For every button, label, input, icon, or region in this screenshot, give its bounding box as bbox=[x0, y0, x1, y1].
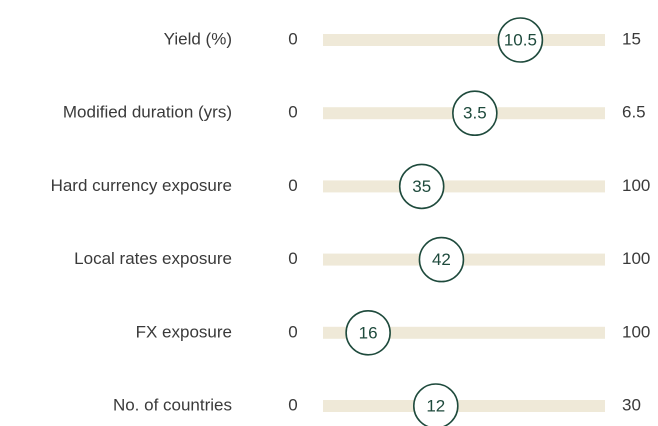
min-label: 0 bbox=[288, 249, 297, 268]
value-marker bbox=[413, 383, 459, 426]
min-label: 0 bbox=[288, 322, 297, 341]
min-label: 0 bbox=[288, 395, 297, 414]
row-label: FX exposure bbox=[136, 322, 232, 341]
max-label: 30 bbox=[622, 395, 641, 414]
row-label: Yield (%) bbox=[164, 29, 232, 48]
value-marker bbox=[345, 309, 391, 356]
value-marker bbox=[497, 17, 544, 63]
min-label: 0 bbox=[288, 176, 297, 195]
row-label: No. of countries bbox=[113, 395, 232, 414]
max-label: 6.5 bbox=[622, 103, 646, 122]
max-label: 100 bbox=[622, 249, 650, 268]
max-label: 100 bbox=[622, 176, 650, 195]
value-marker bbox=[452, 90, 498, 136]
range-track bbox=[323, 34, 605, 46]
range-track bbox=[323, 180, 605, 193]
value-label: 10.5 bbox=[504, 30, 537, 49]
row-label: Local rates exposure bbox=[74, 249, 232, 268]
max-label: 100 bbox=[622, 322, 650, 341]
value-marker bbox=[398, 163, 445, 210]
value-label: 12 bbox=[426, 396, 445, 415]
min-label: 0 bbox=[288, 29, 297, 48]
value-label: 16 bbox=[359, 323, 378, 342]
value-label: 42 bbox=[432, 250, 451, 269]
max-label: 15 bbox=[622, 29, 641, 48]
range-track bbox=[323, 400, 605, 412]
row-label: Modified duration (yrs) bbox=[63, 103, 232, 122]
range-track bbox=[323, 326, 605, 339]
value-label: 3.5 bbox=[463, 104, 487, 123]
min-label: 0 bbox=[288, 103, 297, 122]
row-label: Hard currency exposure bbox=[51, 176, 232, 195]
value-marker bbox=[418, 236, 465, 283]
value-label: 35 bbox=[412, 177, 431, 196]
